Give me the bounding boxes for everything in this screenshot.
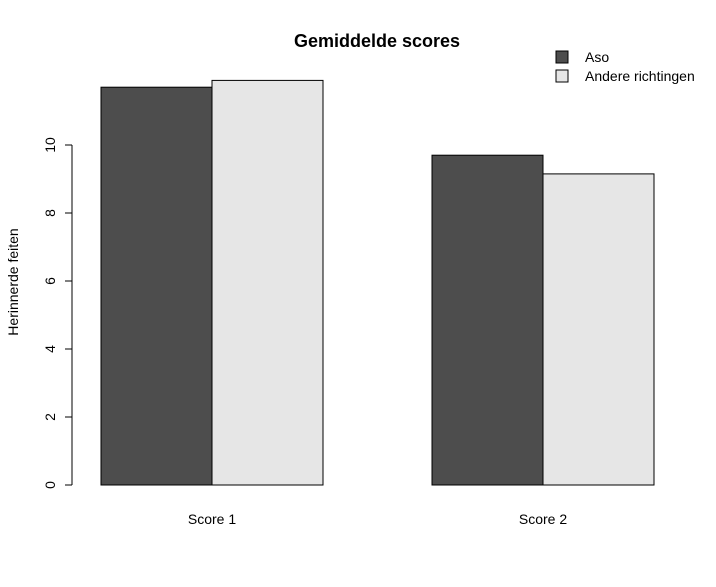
y-axis: 0 2 4 6 8 10 [42,137,73,489]
y-axis-label: Herinnerde feiten [5,228,21,335]
legend-swatch [555,69,569,83]
chart-title: Gemiddelde scores [294,31,460,51]
x-tick-labels: Score 1 Score 2 [188,511,567,527]
y-tick-label: 0 [42,481,58,489]
legend: Aso Andere richtingen [555,49,695,84]
y-tick-label: 8 [42,209,58,217]
y-tick-label: 2 [42,413,58,421]
y-tick-label: 4 [42,345,58,353]
y-tick-label: 6 [42,277,58,285]
bar-score-2-andere-richtingen [542,173,655,486]
bar-score-2-aso [431,154,544,486]
legend-label: Andere richtingen [585,68,695,84]
bars-group [100,79,655,486]
bar-score-1-aso [100,86,213,486]
x-tick-label: Score 1 [188,511,236,527]
y-tick-label: 10 [42,137,58,153]
bar-score-1-andere-richtingen [211,79,324,486]
legend-swatch [555,50,569,64]
x-tick-label: Score 2 [519,511,567,527]
legend-label: Aso [585,49,609,65]
